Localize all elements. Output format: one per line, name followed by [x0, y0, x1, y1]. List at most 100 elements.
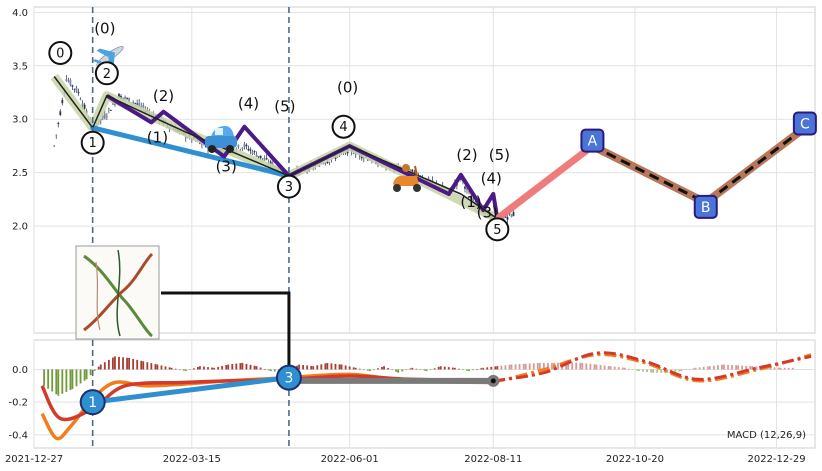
macd-histogram-bar [348, 366, 351, 370]
candle-body [506, 217, 509, 220]
candle-body [261, 158, 264, 159]
price-panel-frame [33, 6, 816, 334]
macd-histogram-bar [211, 367, 213, 370]
macd-histogram-bar [567, 362, 570, 370]
candle-body [409, 169, 412, 171]
macd-histogram-bar [593, 364, 596, 370]
macd-histogram-bar [397, 369, 400, 373]
wave-blue-line [90, 125, 292, 179]
wave-marker-label: 3 [285, 180, 293, 195]
candle-body [265, 158, 268, 160]
macd-histogram-bar [666, 369, 669, 373]
macd-histogram-bar [239, 363, 242, 370]
candle-body [263, 158, 266, 161]
macd-histogram-bar [405, 369, 408, 371]
macd-histogram-bar [326, 362, 329, 370]
candle-body [269, 161, 272, 165]
macd-histogram-bar [751, 366, 754, 370]
macd-histogram-bar [425, 369, 428, 372]
price-y-ticks: 2.0 2.5 3.0 3.5 4.0 [12, 8, 28, 233]
macd-histogram-bar [581, 362, 584, 370]
candle-body [124, 96, 126, 99]
candle-body [466, 187, 468, 190]
macd-histogram-bar [154, 364, 157, 370]
wave-label: (0) [94, 20, 115, 38]
candle-body [83, 104, 86, 109]
macd-histogram-bar [182, 369, 185, 371]
macd-histogram-bar [692, 368, 695, 370]
macd-histogram-bar [409, 368, 412, 370]
macd-legend: MACD (12,26,9) [727, 430, 806, 441]
wave-marker: 2 [94, 61, 119, 86]
macd-y-tick-label: 0.0 [12, 365, 28, 376]
macd-histogram-bar [164, 366, 167, 370]
wave-marker: 5 [485, 217, 510, 242]
wave-label: (5) [489, 146, 510, 164]
wave-label: (2) [153, 87, 174, 105]
wave-label: (3) [216, 158, 237, 176]
macd-histogram-bar [538, 362, 541, 370]
candle-body [257, 156, 260, 158]
macd-histogram-bar [245, 363, 248, 370]
macd-histogram-bar [253, 365, 256, 370]
car-wheel [226, 145, 234, 153]
candle-body [243, 143, 246, 148]
x-tick-label: 2022-06-01 [321, 454, 379, 465]
macd-histogram-bar [71, 369, 74, 390]
macd-histogram-bar [241, 362, 244, 370]
abc-label-box [580, 128, 605, 153]
macd-histogram-bar [453, 367, 456, 370]
macd-histogram-bar [579, 362, 582, 370]
macd-histogram-bar [575, 362, 578, 370]
macd-histogram-bar [472, 369, 474, 371]
macd-histogram-bar [132, 358, 135, 370]
macd-histogram-bar [255, 366, 258, 370]
x-tick-label: 2022-03-15 [163, 454, 221, 465]
candle-body [460, 178, 462, 180]
macd-histogram-bar [368, 369, 371, 372]
macd-line-projection [492, 353, 812, 384]
macd-marker: 3 [275, 364, 302, 391]
macd-histogram-bar [447, 367, 450, 370]
macd-histogram-bar [702, 366, 705, 370]
candle-body [328, 162, 331, 163]
macd-histogram-bar [688, 369, 691, 370]
macd-histogram-bar [330, 363, 333, 370]
macd-histogram-bar [156, 364, 159, 370]
macd-histogram-bar [723, 364, 725, 370]
candle-body [251, 151, 254, 155]
macd-histogram-bar [769, 367, 772, 370]
candle-body [352, 152, 355, 154]
macd-histogram-bar [638, 369, 640, 372]
macd-histogram-bar [731, 365, 733, 370]
macd-histogram-bar [437, 366, 440, 370]
candle-body [245, 144, 248, 147]
macd-histogram-bar [595, 364, 598, 370]
macd-histogram-bar [466, 369, 468, 371]
macd-histogram-bar [623, 367, 626, 370]
macd-histogram-bar [263, 368, 266, 370]
wave-marker-circle [48, 40, 73, 65]
candle-body [128, 97, 130, 104]
macd-histogram-bar [199, 366, 201, 370]
candle-body [79, 99, 82, 101]
x-tick-label: 2022-10-20 [606, 454, 664, 465]
candle-body [112, 102, 114, 105]
macd-histogram-bar [674, 369, 677, 372]
macd-histogram-bar [585, 363, 588, 370]
macd-histogram-bar [773, 367, 776, 370]
wave-marker-circle [94, 61, 119, 86]
macd-histogram-bar [698, 367, 701, 370]
macd-histogram-bar [352, 367, 355, 370]
macd-histogram-bar [174, 368, 177, 370]
macd-histogram-bar [589, 363, 592, 370]
macd-histogram-bar [75, 369, 78, 387]
macd-marker-circle [79, 389, 106, 416]
macd-histogram-bar [358, 368, 361, 370]
candle-body [59, 111, 62, 115]
macd-histogram-bar [429, 369, 432, 371]
candle-body [81, 103, 84, 106]
macd-content [40, 351, 812, 441]
macd-histogram-bar [678, 369, 681, 372]
